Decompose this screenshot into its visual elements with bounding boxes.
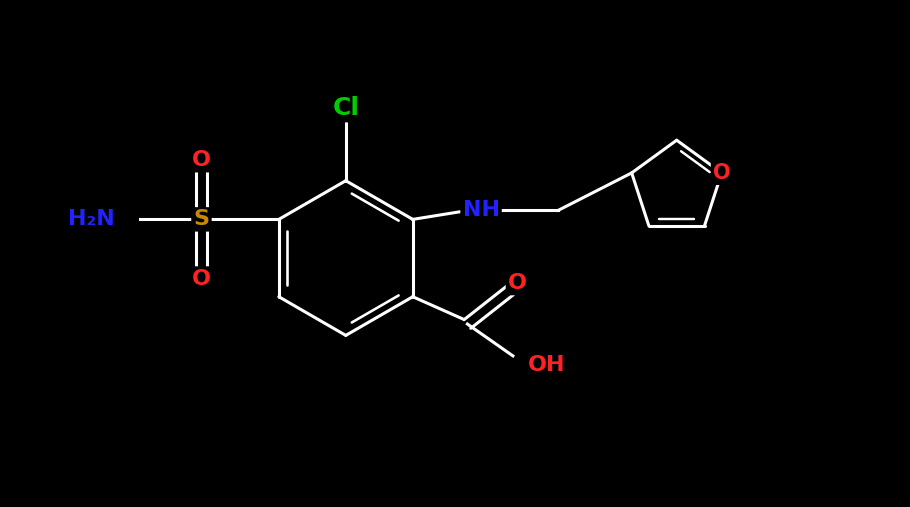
Text: Cl: Cl — [332, 96, 359, 120]
Text: NH: NH — [462, 200, 500, 220]
Text: O: O — [713, 163, 731, 183]
Text: S: S — [194, 209, 209, 229]
Text: OH: OH — [529, 355, 566, 375]
Text: O: O — [508, 273, 527, 293]
Text: O: O — [192, 150, 211, 170]
Text: H₂N: H₂N — [68, 209, 115, 229]
Text: O: O — [192, 269, 211, 288]
